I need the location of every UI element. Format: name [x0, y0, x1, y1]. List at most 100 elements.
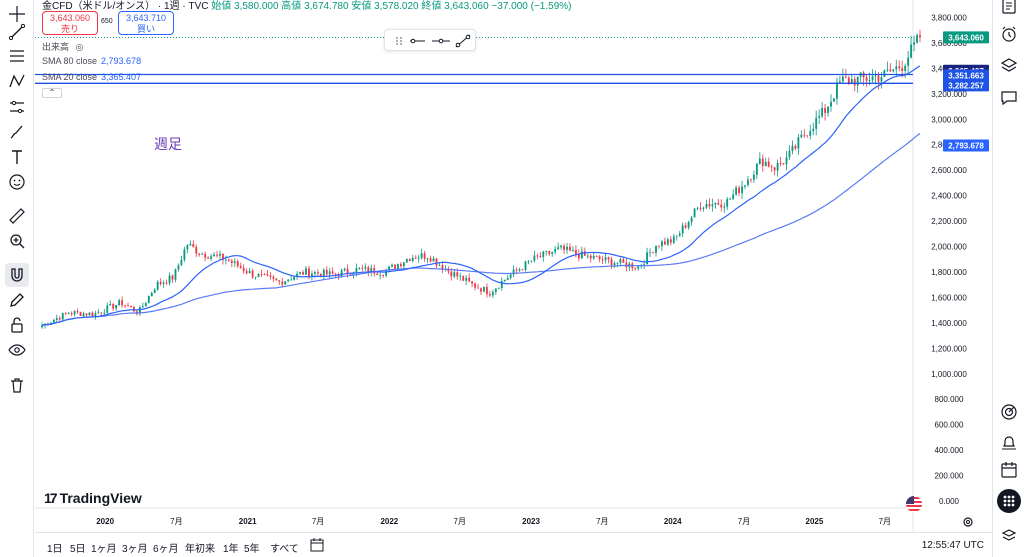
eye-off-icon[interactable]: ◎	[75, 42, 84, 52]
candle-body	[500, 281, 503, 289]
candle-body	[58, 318, 61, 320]
candle-body	[41, 325, 43, 328]
candle-body	[583, 251, 586, 256]
range-3m[interactable]: 3ヶ月	[122, 544, 148, 555]
candle-body	[278, 280, 281, 282]
calendar-icon[interactable]	[997, 458, 1021, 482]
fib-retracement-icon[interactable]	[5, 44, 29, 68]
price-chart[interactable]: 0.000 200.000 400.000 600.000 800.000 1,000.0…	[35, 0, 992, 532]
symbol-line[interactable]: 金CFD（米ドル/オンス） · 1週 · TVC	[42, 1, 209, 12]
price-tick-label: 2,000.000	[931, 243, 967, 252]
help-icon[interactable]	[997, 524, 1021, 548]
candle-body	[512, 269, 515, 275]
time-tick-label: 7月	[738, 517, 750, 526]
zoom-in-icon[interactable]	[5, 229, 29, 253]
candle-body	[913, 42, 915, 45]
trash-icon[interactable]	[5, 373, 29, 397]
trend-line-icon[interactable]	[5, 20, 29, 44]
settings-gear-icon[interactable]	[962, 516, 974, 528]
range-1d[interactable]: 1日	[47, 544, 63, 555]
candle-body	[497, 288, 500, 289]
watchlist-icon[interactable]	[997, 0, 1021, 18]
candle-body	[391, 264, 393, 267]
candle-body	[435, 258, 438, 266]
price-tick-label: 400.000	[935, 446, 964, 455]
candle-body	[687, 222, 690, 228]
range-all[interactable]: すべて	[270, 544, 299, 555]
volume-legend[interactable]: 出来高 ◎	[42, 40, 83, 53]
candle-body	[352, 273, 355, 275]
candle-body	[791, 145, 794, 152]
goto-date-icon[interactable]	[310, 538, 324, 552]
candle-body	[465, 277, 468, 281]
alarm-clock-icon[interactable]	[997, 22, 1021, 46]
drag-handle-icon[interactable]	[389, 33, 409, 49]
line2-price-tag: 3,282.257	[948, 81, 984, 90]
collapse-legend-button[interactable]: ⌃	[42, 88, 62, 98]
candle-body	[385, 270, 388, 276]
emoji-icon[interactable]	[5, 170, 29, 194]
spread-value: 650	[101, 18, 113, 25]
pattern-icon[interactable]	[5, 69, 29, 93]
candle-body	[284, 281, 287, 285]
candle-body	[643, 264, 646, 266]
candle-body	[325, 269, 328, 275]
range-5y[interactable]: 5年	[244, 544, 260, 555]
candle-body	[474, 283, 476, 288]
sell-button[interactable]: 3,643.060 売り	[42, 11, 98, 35]
candle-body	[684, 225, 687, 228]
last-price-tag-bg	[943, 31, 989, 44]
bell-icon[interactable]	[997, 430, 1021, 454]
ruler-icon[interactable]	[5, 204, 29, 228]
candle-body	[723, 206, 726, 208]
sma20-legend[interactable]: SMA 20 close 3,365.407	[42, 72, 141, 82]
candle-body	[165, 282, 168, 284]
brush-icon[interactable]	[5, 120, 29, 144]
price-tick-label: 1,200.000	[931, 344, 967, 353]
stay-in-drawing-icon[interactable]	[5, 288, 29, 312]
buy-button[interactable]: 3,643.710 買い	[118, 11, 174, 35]
horizontal-line-icon[interactable]	[431, 33, 451, 49]
range-ytd[interactable]: 年初来	[185, 544, 215, 555]
trend-ray-icon[interactable]	[453, 33, 473, 49]
text-icon[interactable]	[5, 145, 29, 169]
horizontal-ray-icon[interactable]	[407, 33, 427, 49]
magnet-icon[interactable]	[5, 263, 29, 287]
crosshair-icon[interactable]	[5, 2, 29, 26]
chat-icon[interactable]	[997, 86, 1021, 110]
utc-clock[interactable]: 12:55:47 UTC	[921, 540, 984, 551]
candle-body	[850, 79, 853, 84]
candle-body	[364, 267, 367, 269]
range-1y[interactable]: 1年	[223, 544, 239, 555]
candle-body	[761, 158, 764, 167]
eye-icon[interactable]	[5, 338, 29, 362]
forecast-icon[interactable]	[5, 95, 29, 119]
candle-body	[663, 241, 666, 245]
time-tick-label: 7月	[312, 517, 324, 526]
tradingview-logo[interactable]: 17 TradingView	[44, 490, 142, 506]
sma20-value: 3,365.407	[101, 72, 142, 82]
candle-body	[892, 69, 895, 72]
candle-body	[589, 255, 592, 259]
candle-body	[450, 271, 453, 277]
target-icon[interactable]	[997, 400, 1021, 424]
timeframe-annotation[interactable]: 週足	[154, 136, 182, 152]
candle-body	[103, 312, 106, 314]
sma80-legend[interactable]: SMA 80 close 2,793.678	[42, 56, 141, 66]
layers-icon[interactable]	[997, 54, 1021, 78]
candle-body	[319, 273, 322, 277]
price-tick-label: 3,000.000	[931, 115, 967, 124]
range-6m[interactable]: 6ヶ月	[153, 544, 179, 555]
candle-body	[239, 266, 242, 269]
range-1m[interactable]: 1ヶ月	[91, 544, 117, 555]
candle-body	[79, 312, 82, 317]
sma80-value: 2,793.678	[101, 56, 142, 66]
range-5d[interactable]: 5日	[70, 544, 86, 555]
time-tick-label: 2021	[239, 517, 257, 526]
lock-icon[interactable]	[5, 313, 29, 337]
time-tick-label: 7月	[170, 517, 182, 526]
candle-body	[619, 259, 622, 263]
candle-body	[821, 108, 824, 117]
us-flag-icon[interactable]	[906, 496, 922, 512]
apps-grid-icon[interactable]	[997, 489, 1021, 513]
